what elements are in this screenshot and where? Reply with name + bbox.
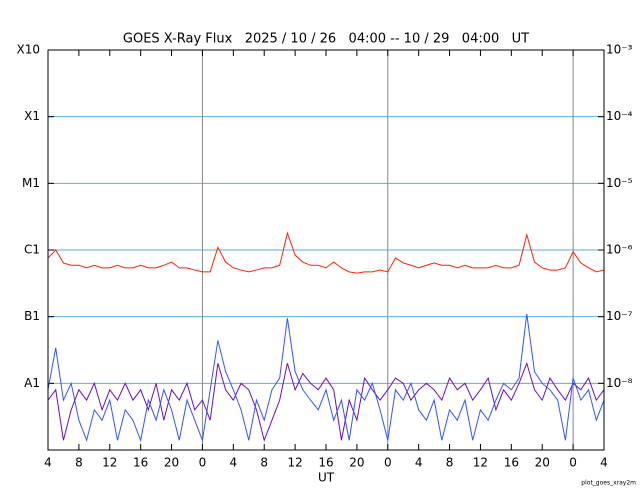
x-tick-label: 12 — [287, 456, 302, 470]
x-tick-label: 0 — [199, 456, 207, 470]
plot-frame — [47, 49, 605, 451]
y-tick-label: C1 — [24, 243, 40, 257]
x-tick-label: 20 — [535, 456, 550, 470]
x-axis-label: UT — [318, 471, 335, 485]
y2-tick-label: 10⁻⁵ — [606, 176, 633, 190]
flux-line — [47, 231, 605, 274]
x-tick-label: 0 — [569, 456, 577, 470]
x-tick-label: 8 — [446, 456, 454, 470]
y2-tick-label: 10⁻⁷ — [606, 309, 633, 323]
footnote: plot_goes_xray2m — [581, 480, 636, 487]
x-tick-label: 16 — [504, 456, 519, 470]
x-tick-label: 16 — [318, 456, 333, 470]
x-tick-label: 4 — [415, 456, 423, 470]
x-tick-label: 8 — [260, 456, 268, 470]
flux-line — [47, 361, 605, 442]
y-tick-label: X1 — [24, 109, 40, 123]
x-tick-label: 20 — [164, 456, 179, 470]
y2-tick-label: 10⁻⁴ — [606, 109, 633, 123]
y-tick-label: A1 — [24, 376, 40, 390]
chart-title: GOES X-Ray Flux 2025 / 10 / 26 04:00 -- … — [123, 32, 529, 47]
flux-line — [47, 313, 605, 443]
x-tick-label: 16 — [133, 456, 148, 470]
x-tick-label: 0 — [384, 456, 392, 470]
y-tick-label: X10 — [17, 43, 41, 57]
x-tick-label: 4 — [44, 456, 52, 470]
y-tick-label: M1 — [22, 176, 40, 190]
y2-tick-label: 10⁻⁶ — [606, 243, 633, 257]
x-tick-label: 12 — [102, 456, 117, 470]
x-tick-label: 8 — [75, 456, 83, 470]
x-tick-label: 12 — [473, 456, 488, 470]
y-tick-label: B1 — [24, 309, 40, 323]
y2-tick-label: 10⁻³ — [606, 43, 633, 57]
x-tick-label: 4 — [230, 456, 238, 470]
x-tick-label: 20 — [349, 456, 364, 470]
y2-tick-label: 10⁻⁸ — [606, 376, 633, 390]
x-tick-label: 4 — [600, 456, 608, 470]
